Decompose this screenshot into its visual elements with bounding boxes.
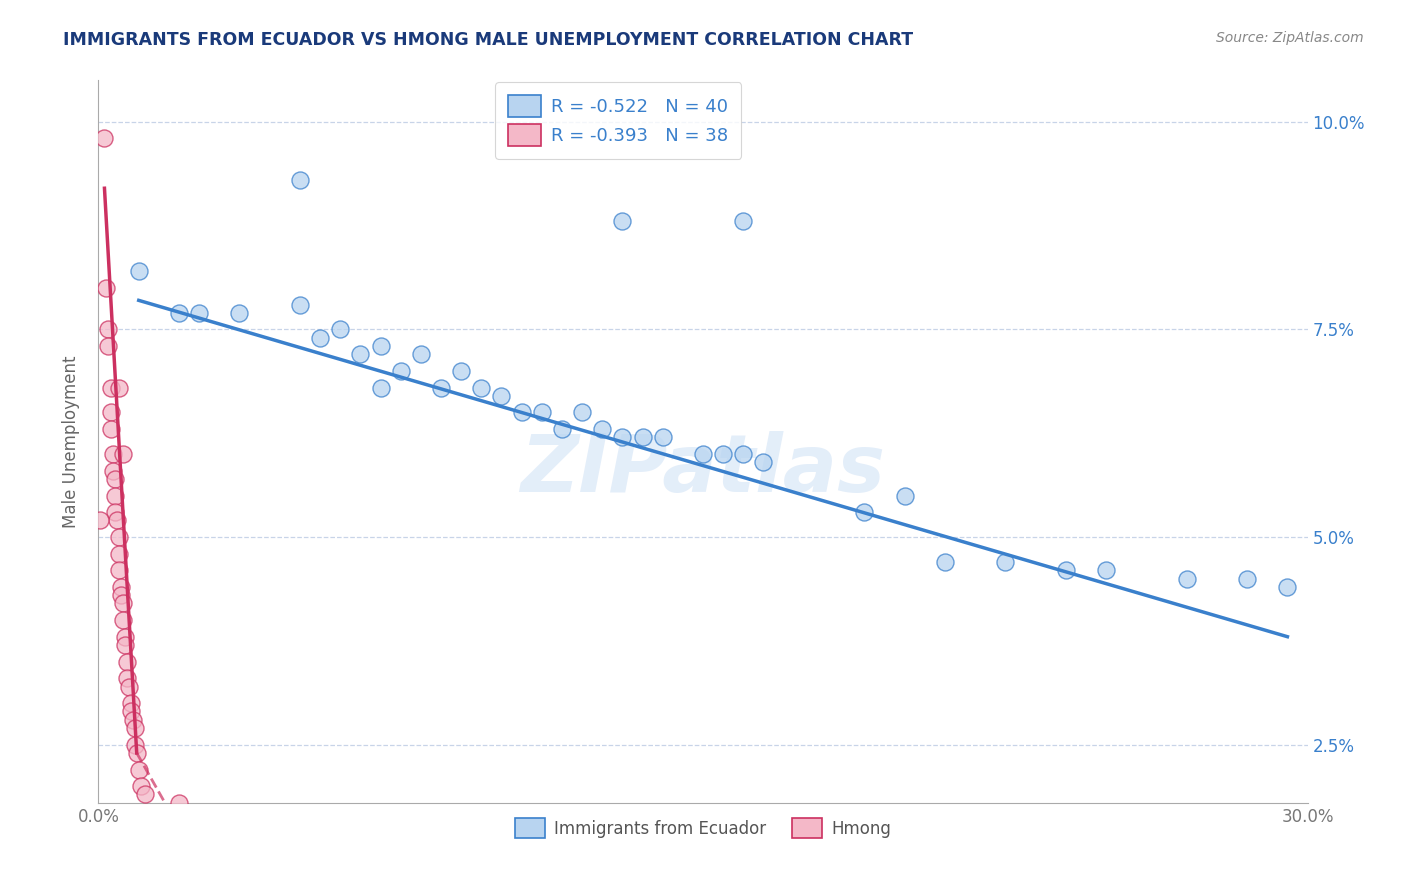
Point — [612, 430, 634, 444]
Point — [128, 763, 150, 777]
Legend: Immigrants from Ecuador, Hmong: Immigrants from Ecuador, Hmong — [508, 812, 898, 845]
Text: ZIPatlas: ZIPatlas — [520, 432, 886, 509]
Y-axis label: Male Unemployment: Male Unemployment — [62, 355, 80, 528]
Point — [105, 513, 128, 527]
Point — [752, 455, 775, 469]
Point — [100, 422, 122, 436]
Point — [1236, 572, 1258, 586]
Point — [120, 696, 142, 710]
Point — [110, 580, 132, 594]
Point — [288, 173, 311, 187]
Point — [124, 721, 146, 735]
Point — [96, 281, 118, 295]
Point — [110, 588, 132, 602]
Point — [118, 680, 141, 694]
Point — [107, 380, 129, 394]
Point — [370, 380, 392, 394]
Text: IMMIGRANTS FROM ECUADOR VS HMONG MALE UNEMPLOYMENT CORRELATION CHART: IMMIGRANTS FROM ECUADOR VS HMONG MALE UN… — [63, 31, 914, 49]
Point — [934, 555, 956, 569]
Point — [129, 779, 152, 793]
Point — [571, 405, 593, 419]
Point — [111, 597, 134, 611]
Point — [107, 563, 129, 577]
Point — [994, 555, 1017, 569]
Point — [288, 297, 311, 311]
Point — [329, 322, 352, 336]
Point — [450, 364, 472, 378]
Point — [111, 613, 134, 627]
Point — [100, 380, 122, 394]
Point — [188, 306, 211, 320]
Point — [167, 796, 190, 810]
Point — [389, 364, 412, 378]
Text: Source: ZipAtlas.com: Source: ZipAtlas.com — [1216, 31, 1364, 45]
Point — [111, 447, 134, 461]
Point — [733, 214, 755, 228]
Point — [1054, 563, 1077, 577]
Point — [107, 530, 129, 544]
Point — [612, 214, 634, 228]
Point — [114, 630, 136, 644]
Point — [115, 655, 138, 669]
Point — [103, 505, 125, 519]
Point — [651, 430, 673, 444]
Point — [430, 380, 453, 394]
Point — [107, 547, 129, 561]
Point — [510, 405, 533, 419]
Point — [97, 339, 120, 353]
Point — [1095, 563, 1118, 577]
Point — [103, 472, 125, 486]
Point — [1277, 580, 1299, 594]
Point — [121, 713, 143, 727]
Point — [97, 322, 120, 336]
Point — [409, 347, 432, 361]
Point — [470, 380, 492, 394]
Point — [1175, 572, 1198, 586]
Point — [591, 422, 613, 436]
Point — [134, 788, 156, 802]
Point — [124, 738, 146, 752]
Point — [114, 638, 136, 652]
Point — [631, 430, 654, 444]
Point — [101, 464, 124, 478]
Point — [125, 746, 148, 760]
Point — [349, 347, 371, 361]
Point — [530, 405, 553, 419]
Point — [370, 339, 392, 353]
Point — [491, 389, 513, 403]
Point — [893, 489, 915, 503]
Point — [128, 264, 150, 278]
Point — [89, 513, 111, 527]
Point — [93, 131, 115, 145]
Point — [100, 405, 122, 419]
Point — [120, 705, 142, 719]
Point — [103, 489, 125, 503]
Point — [733, 447, 755, 461]
Point — [309, 331, 332, 345]
Point — [167, 306, 190, 320]
Point — [101, 447, 124, 461]
Point — [711, 447, 734, 461]
Point — [228, 306, 250, 320]
Point — [115, 671, 138, 685]
Point — [551, 422, 574, 436]
Point — [853, 505, 876, 519]
Point — [692, 447, 714, 461]
